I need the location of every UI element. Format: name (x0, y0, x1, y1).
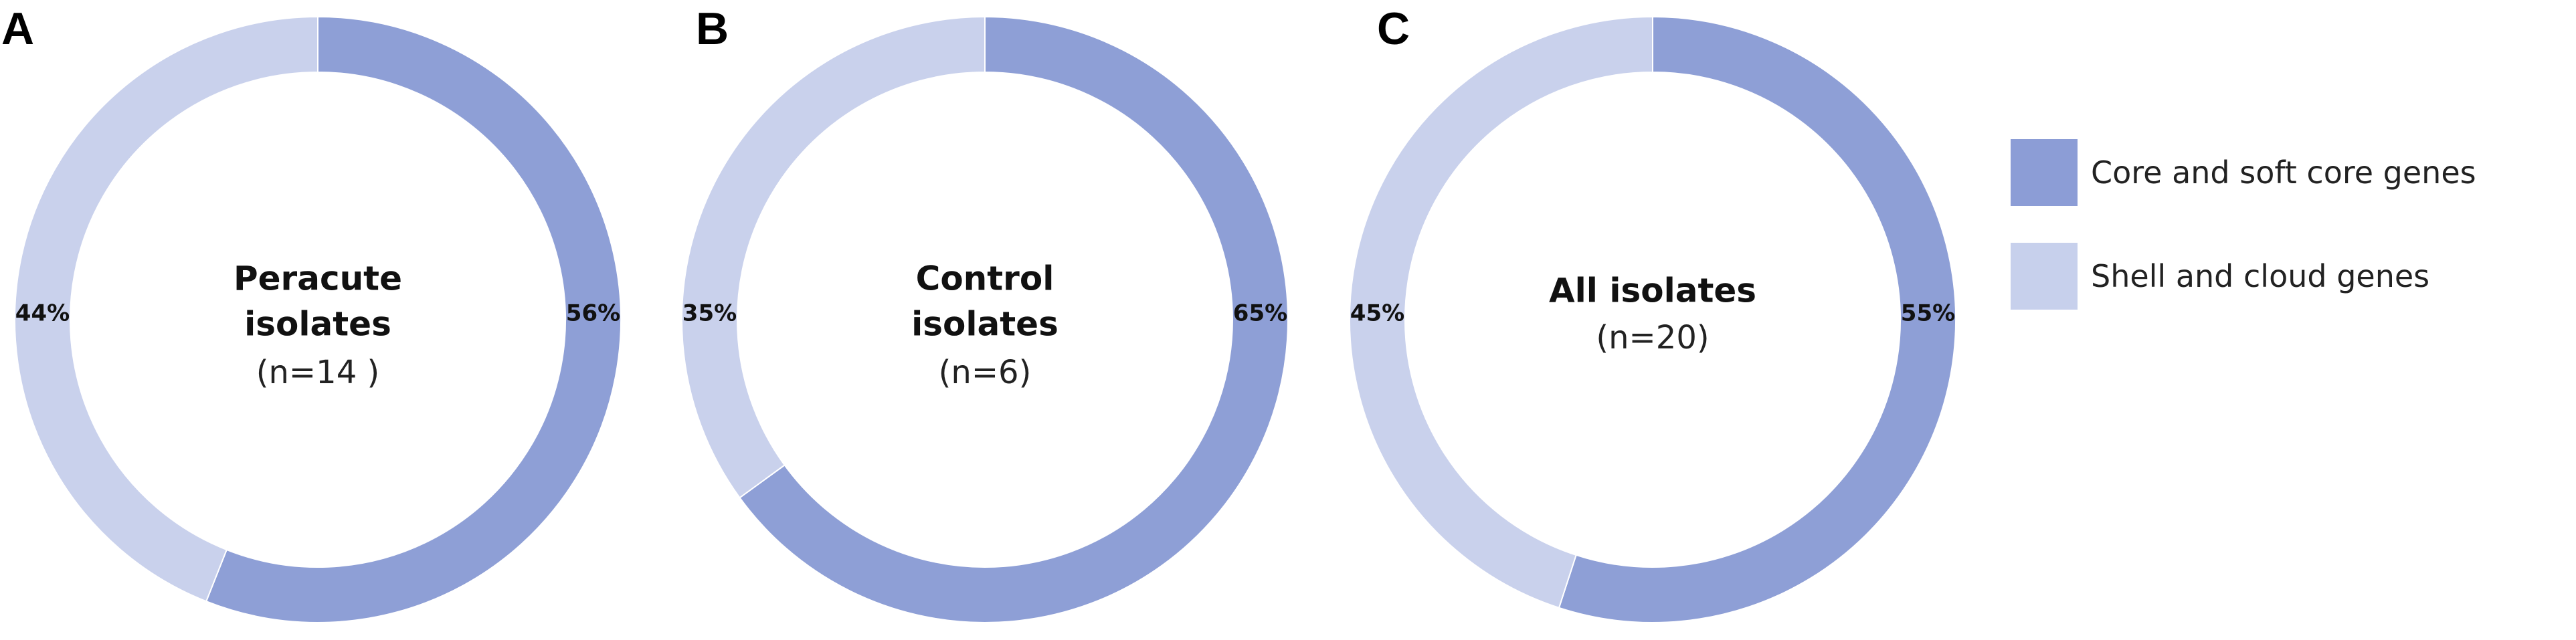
legend-item-shell: Shell and cloud genes (2011, 243, 2476, 310)
donut-center-title-line1: All isolates (1549, 272, 1756, 310)
donut-slice-shell (14, 15, 318, 603)
donut-center-subtitle: (n=6) (939, 354, 1032, 391)
slice-label-shell: 44% (15, 300, 70, 327)
donut-slice-core (739, 15, 1289, 623)
donut-slice-shell (1349, 15, 1653, 609)
panel-letter-c: C (1377, 3, 1410, 54)
panel-letter-b: B (696, 3, 729, 54)
donut-center-title-line2: isolates (911, 305, 1059, 344)
legend-swatch-shell (2011, 243, 2078, 310)
legend-swatch-core (2011, 139, 2078, 206)
donut-slice-shell (681, 15, 986, 499)
legend: Core and soft core genes Shell and cloud… (2011, 139, 2476, 346)
panel-letter-a: A (1, 3, 35, 54)
donut-center-title-line1: Control (916, 259, 1054, 298)
slice-label-shell: 45% (1350, 300, 1404, 327)
legend-label-core: Core and soft core genes (2091, 154, 2476, 191)
donut-center-subtitle: (n=14 ) (256, 354, 379, 391)
slice-label-core: 65% (1233, 300, 1287, 327)
slice-label-core: 56% (566, 300, 620, 327)
slice-label-core: 55% (1901, 300, 1955, 327)
donut-center-title-line1: Peracute (234, 259, 402, 298)
legend-item-core: Core and soft core genes (2011, 139, 2476, 206)
legend-label-shell: Shell and cloud genes (2091, 258, 2430, 294)
donut-slice-core (1558, 15, 1956, 623)
donut-slice-core (205, 15, 622, 623)
slice-label-shell: 35% (682, 300, 737, 327)
donut-center-title-line2: isolates (244, 305, 391, 344)
donut-center-subtitle: (n=20) (1596, 319, 1709, 356)
